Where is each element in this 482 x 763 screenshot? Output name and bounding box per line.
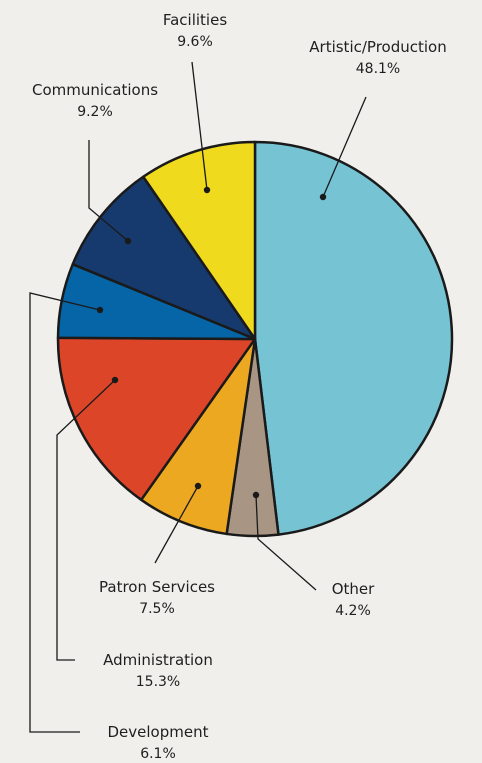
- leader-line-development: [29, 292, 101, 733]
- slice-label-other: Other: [332, 580, 375, 598]
- pie-slices: [56, 140, 454, 538]
- slice-label-development: Development: [108, 723, 209, 741]
- slice-label-administration: Administration: [103, 651, 213, 669]
- leader-line-artistic-production: [322, 96, 367, 198]
- leader-line-communications: [88, 140, 129, 242]
- leader-lines: [29, 61, 367, 733]
- leader-dot-artistic-production: [319, 193, 327, 201]
- slice-value-patron-services: 7.5%: [139, 601, 175, 617]
- pie-slice-administration: [56, 336, 257, 502]
- leader-dot-administration: [111, 376, 119, 384]
- slice-label-communications: Communications: [32, 81, 158, 99]
- leader-dot-communications: [124, 237, 132, 245]
- leader-line-other: [255, 494, 317, 591]
- leader-line-administration: [56, 379, 116, 661]
- slice-value-artistic-production: 48.1%: [356, 61, 400, 77]
- leader-dot-development: [96, 306, 104, 314]
- pie-slice-facilities: [142, 140, 257, 341]
- slice-value-facilities: 9.6%: [177, 34, 213, 50]
- pie-slice-communications: [71, 175, 257, 341]
- slice-labels: Artistic/Production 48.1% Other 4.2% Patron …: [32, 11, 447, 762]
- slice-label-artistic-production: Artistic/Production: [309, 38, 446, 56]
- slice-label-facilities: Facilities: [163, 11, 227, 29]
- leader-line-facilities: [191, 61, 208, 191]
- leader-dot-other: [252, 491, 260, 499]
- leader-line-patron-services: [154, 485, 199, 564]
- slice-value-other: 4.2%: [335, 603, 371, 619]
- slice-value-administration: 15.3%: [136, 674, 180, 690]
- slice-value-development: 6.1%: [140, 746, 176, 762]
- pie-slice-artistic-production: [253, 140, 454, 536]
- leader-dot-patron-services: [194, 482, 202, 490]
- leader-dot-facilities: [203, 186, 211, 194]
- slice-label-patron-services: Patron Services: [99, 578, 215, 596]
- slice-value-communications: 9.2%: [77, 104, 113, 120]
